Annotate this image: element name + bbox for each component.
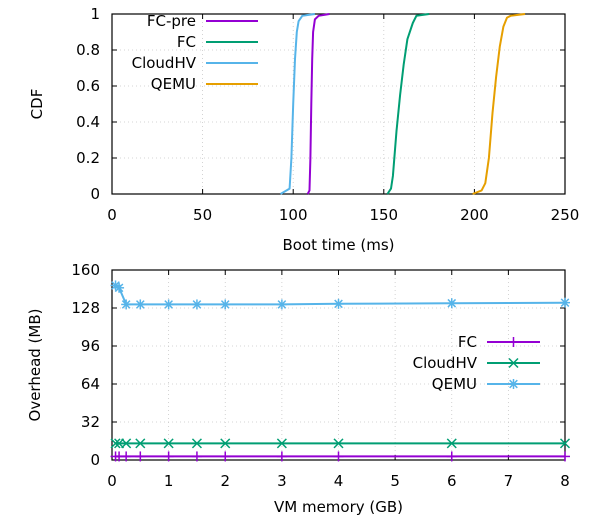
data-point [276,299,287,310]
legend-entry-cloudhv: CloudHV [413,354,540,372]
y-tick-label: 0 [90,451,100,469]
series-line-cloudhv [279,13,316,195]
series-line-fc [386,13,430,195]
y-tick-label: 0 [90,185,100,203]
data-point [135,299,146,310]
data-point [333,438,344,449]
data-point [135,451,146,462]
legend: FC CloudHV QEMU [413,333,540,393]
series-line-qemu [472,13,526,195]
legend: FC-pre FC CloudHV QEMU [132,12,258,93]
legend-entry-fc: FC [177,33,258,51]
x-tick-label: 0 [107,206,117,224]
x-tick-label: 3 [277,472,287,490]
x-tick-label: 8 [560,472,570,490]
data-point [163,451,174,462]
y-tick-label: 96 [81,337,100,355]
legend-label: FC [458,333,477,351]
legend-label: CloudHV [132,54,197,72]
cdf-boot-time-chart: 0 50 100 150 200 250 0 0.2 0.4 0.6 0.8 1 Boot time (… [28,5,579,254]
x-tick-label: 200 [460,206,489,224]
y-tick-label: 128 [71,299,100,317]
memory-overhead-chart: 0 1 2 3 4 5 6 7 8 0 32 64 96 128 160 VM memory (GB) Over… [26,261,571,516]
series-cloudhv [279,13,316,195]
legend-entry-fc: FC [458,333,540,351]
data-point [220,299,231,310]
data-point [559,438,571,449]
series-fc [386,13,430,195]
legend-entry-fc-pre: FC-pre [147,12,258,30]
series-cloudhv [110,438,571,449]
y-tick-label: 0.2 [76,149,100,167]
y-axis-label: Overhead (MB) [26,309,44,422]
data-point [560,451,570,462]
data-point [446,298,457,309]
data-point [446,438,457,449]
x-tick-label: 5 [390,472,400,490]
data-point [110,438,121,449]
data-point [446,451,457,462]
y-axis-label: CDF [28,89,46,120]
y-tick-label: 1 [90,5,100,23]
data-point [560,297,570,308]
legend-marker [508,337,519,347]
y-tick-label: 64 [81,375,100,393]
data-point [191,451,202,462]
data-point [163,438,174,449]
x-tick-label: 1 [164,472,174,490]
data-point [135,438,146,449]
series-line-fc-pre [306,13,330,195]
x-tick-label: 150 [369,206,398,224]
x-tick-label: 7 [504,472,514,490]
legend-label: FC-pre [147,12,196,30]
data-point [121,451,132,462]
y-tick-label: 0.8 [76,41,100,59]
legend-label: QEMU [151,75,196,93]
series-qemu [110,280,570,310]
x-axis-label: VM memory (GB) [274,498,403,516]
x-axis-label: Boot time (ms) [282,236,394,254]
data-point [121,438,132,449]
legend-entry-qemu: QEMU [151,75,258,93]
legend-marker [508,357,519,369]
x-tick-label: 2 [220,472,230,490]
data-point [114,438,125,449]
data-point [191,299,202,310]
x-tick-label: 6 [447,472,457,490]
legend-entry-qemu: QEMU [432,375,540,393]
x-tick-label: 50 [193,206,212,224]
x-tick-label: 100 [279,206,308,224]
y-tick-label: 160 [71,261,100,279]
data-point [114,282,125,293]
data-point [163,299,174,310]
data-point [191,438,202,449]
data-point [333,451,344,462]
y-tick-label: 32 [81,413,100,431]
series-fc-pre [306,13,330,195]
x-tick-label: 0 [107,472,117,490]
legend-label: QEMU [432,375,477,393]
data-point [276,438,287,449]
x-tick-label: 4 [334,472,344,490]
y-tick-label: 0.4 [76,113,100,131]
plot-frame [111,13,566,195]
data-point [121,299,132,310]
y-tick-label: 0.6 [76,77,100,95]
x-tick-label: 250 [551,206,580,224]
data-point [333,298,344,309]
legend-marker [508,379,519,389]
data-point [220,451,231,462]
data-point [220,438,231,449]
legend-label: FC [177,33,196,51]
data-point [276,451,287,462]
legend-label: CloudHV [413,354,478,372]
series-qemu [472,13,526,195]
series-fc [110,451,570,462]
legend-entry-cloudhv: CloudHV [132,54,258,72]
